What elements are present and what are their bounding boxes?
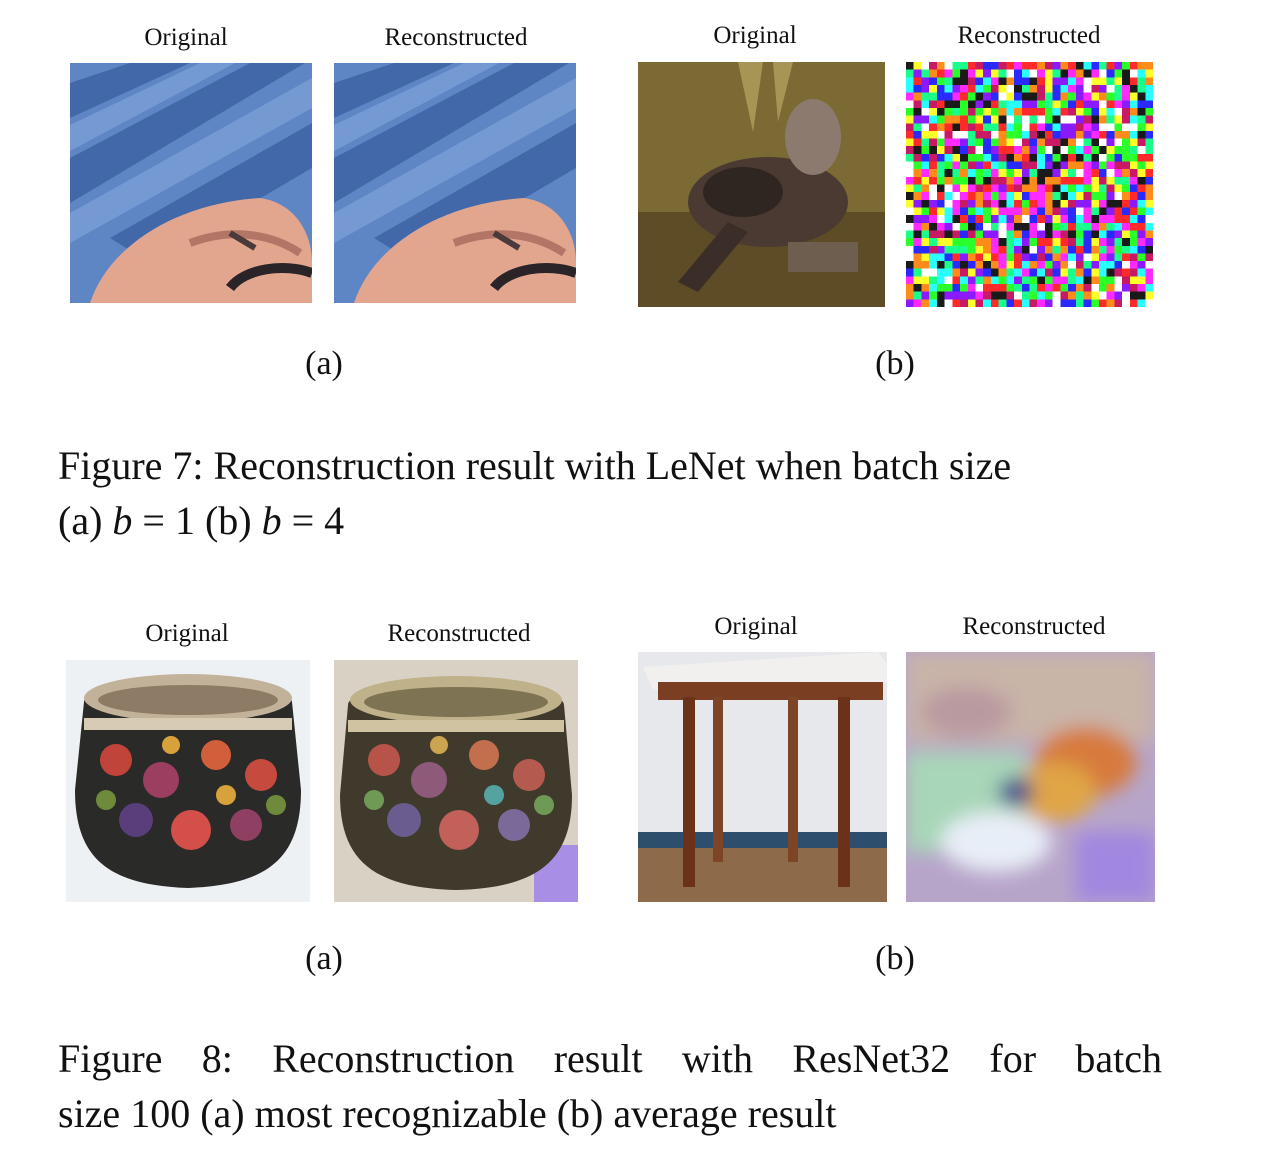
fig8-caption-line1: Figure 8: Reconstruction result with Res…: [58, 1036, 1162, 1081]
fig7-sublabel-b: (b): [875, 345, 915, 382]
fig8-caption: Figure 8: Reconstruction result with Res…: [58, 1031, 1162, 1141]
fig8b-original-image: [638, 652, 887, 902]
fig8-caption-line2: size 100 (a) most recognizable (b) avera…: [58, 1091, 837, 1136]
fig8-sublabel-b: (b): [875, 940, 915, 977]
fig7-caption-line2: (a) b = 1 (b) b = 4: [58, 493, 1162, 548]
fig7-caption-part: (a): [58, 498, 113, 543]
fig7-caption: Figure 7: Reconstruction result with LeN…: [58, 438, 1162, 548]
fig8a-original-label: Original: [145, 620, 229, 647]
fig8b-original-label: Original: [714, 613, 798, 640]
fig8-sublabel-a: (a): [305, 940, 343, 977]
fig7-caption-var: b: [261, 498, 282, 543]
fig7-sublabel-a: (a): [305, 345, 343, 382]
fig7-caption-part: = 4: [281, 498, 345, 543]
fig7-caption-line1: Figure 7: Reconstruction result with LeN…: [58, 443, 1012, 488]
fig7a-original-label: Original: [144, 24, 228, 51]
fig7a-original-image: [70, 63, 312, 303]
fig7a-reconstructed-label: Reconstructed: [384, 24, 528, 51]
fig8a-reconstructed-image: [334, 660, 578, 902]
fig8b-reconstructed-label: Reconstructed: [962, 613, 1106, 640]
fig7-caption-part: = 1 (b): [132, 498, 262, 543]
fig8a-original-image: [66, 660, 310, 902]
fig7b-reconstructed-label: Reconstructed: [957, 22, 1101, 49]
fig7-caption-var: b: [112, 498, 133, 543]
fig8a-reconstructed-label: Reconstructed: [387, 620, 531, 647]
fig8b-reconstructed-image: [906, 652, 1155, 902]
fig7b-original-image: [638, 62, 885, 307]
fig7a-reconstructed-image: [334, 63, 576, 303]
fig7b-original-label: Original: [713, 22, 797, 49]
fig7b-reconstructed-image: [906, 62, 1153, 307]
